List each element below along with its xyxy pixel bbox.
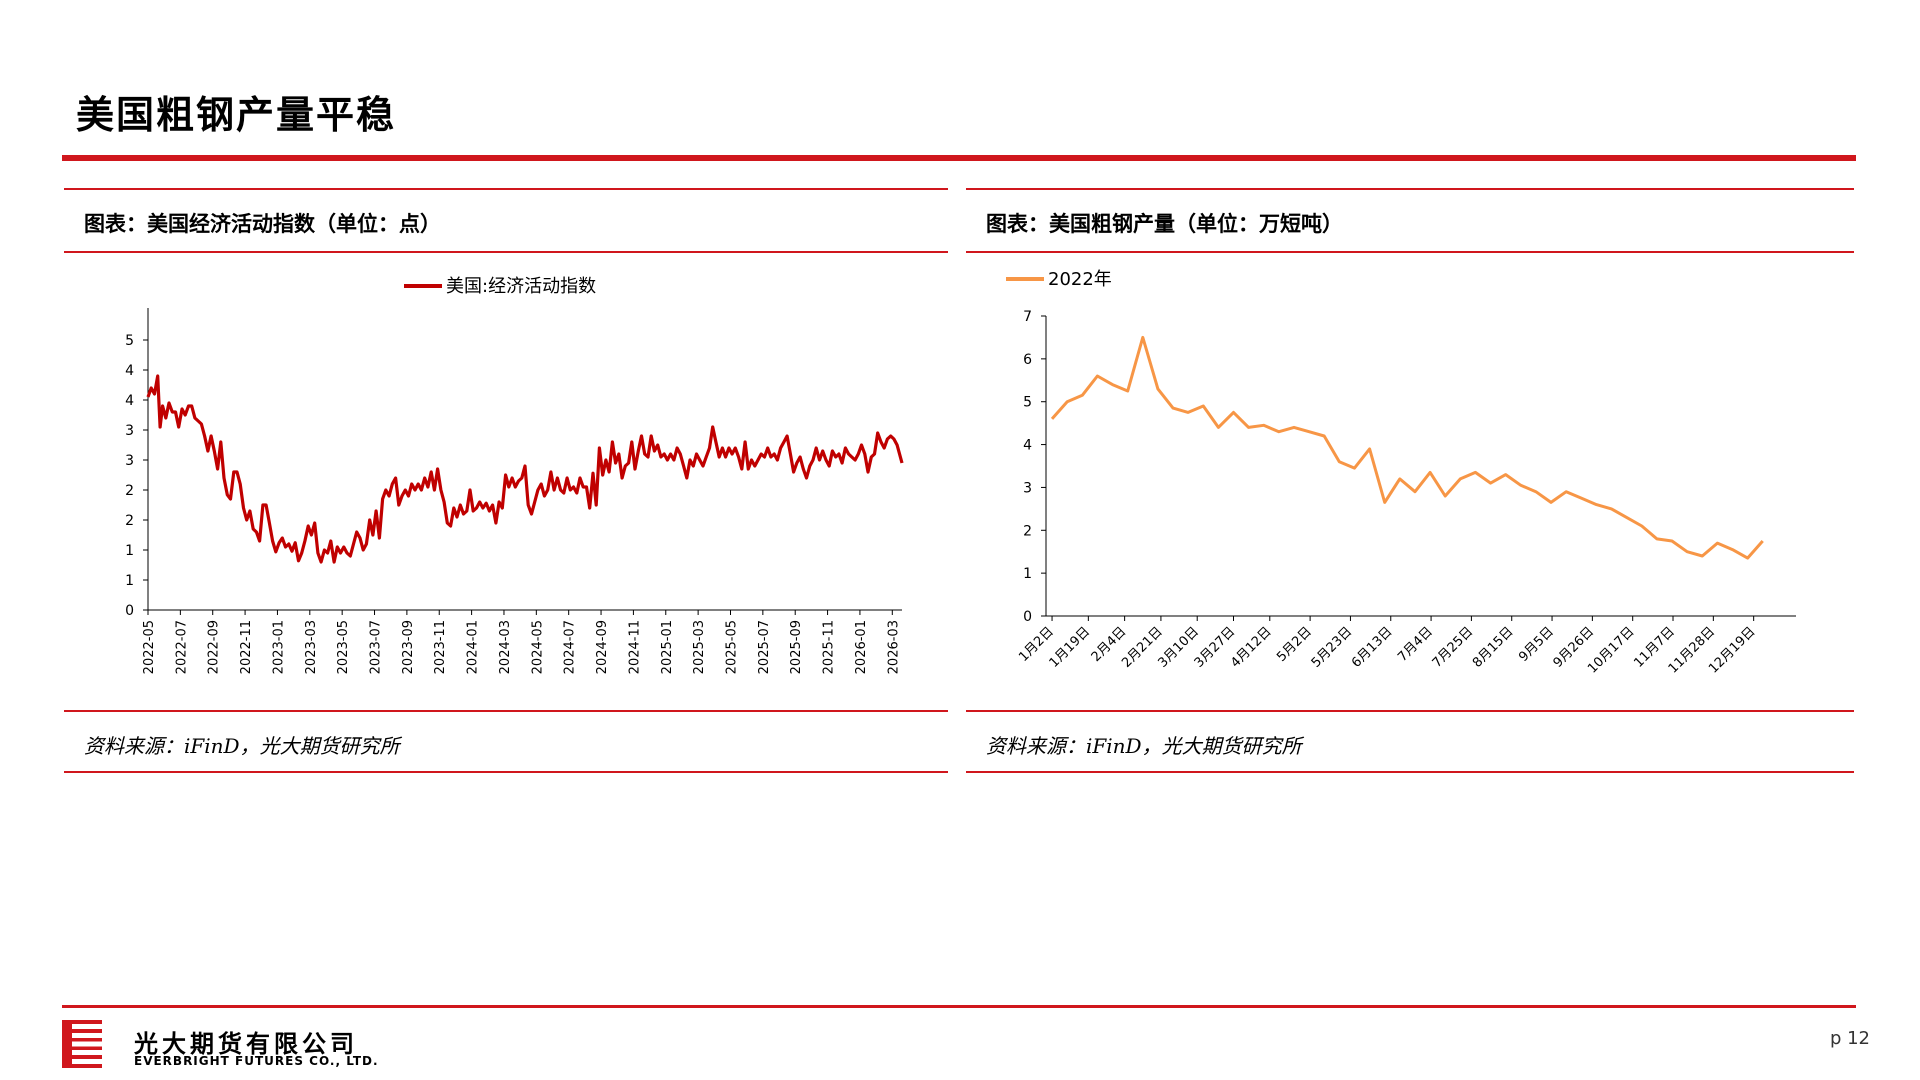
x-tick-label: 7月25日 [1430,624,1477,671]
panel-source-rule [64,710,948,712]
x-tick-label: 4月12日 [1228,624,1275,671]
x-tick-label: 2024-11 [627,620,642,674]
panel-header-rule [966,251,1854,253]
series-line-activity-index [146,374,904,564]
y-tick-label: 0 [125,603,134,619]
x-tick-label: 5月23日 [1309,624,1356,671]
x-tick-label: 2022-07 [174,620,189,674]
panel-title-steel: 图表：美国粗钢产量（单位：万短吨） [986,211,1343,236]
x-tick-label: 2022-09 [207,620,222,674]
y-tick-label: 5 [125,333,134,349]
x-tick-label: 8月15日 [1470,624,1517,671]
y-tick-label: 2 [125,483,134,499]
x-tick-label: 2023-11 [433,620,448,674]
y-tick-label: 7 [1023,309,1032,325]
x-tick-label: 2025-03 [692,620,707,674]
x-tick-label: 1月19日 [1047,624,1094,671]
panel-header-rule [64,251,948,253]
company-name-cn: 光大期货有限公司 [134,1030,358,1058]
y-tick-label: 1 [125,543,134,559]
x-tick-label: 2023-09 [401,620,416,674]
footer-rule [62,1005,1856,1008]
y-tick-label: 3 [125,423,134,439]
x-tick-label: 2023-01 [271,620,286,674]
chart-steel-output: 012345671月2日1月19日2月4日2月21日3月10日3月27日4月12… [1006,269,1796,677]
x-tick-label: 2023-07 [369,620,384,674]
x-tick-label: 2025-07 [757,620,772,674]
y-tick-label: 1 [125,573,134,589]
x-tick-label: 2023-03 [304,620,319,674]
panel-bottom-rule [64,771,948,773]
y-tick-label: 4 [125,393,134,409]
legend-label: 美国:经济活动指数 [446,276,596,297]
x-tick-label: 2024-05 [530,620,545,674]
panel-top-rule [966,188,1854,190]
source-note-steel: 资料来源：iFinD，光大期货研究所 [986,734,1302,758]
x-tick-label: 2025-11 [822,620,837,674]
x-tick-label: 2026-03 [886,620,901,674]
panel-source-rule [966,710,1854,712]
y-tick-label: 1 [1023,566,1032,582]
y-tick-label: 3 [1023,480,1032,496]
company-name-en: EVERBRIGHT FUTURES CO., LTD. [134,1054,379,1068]
x-tick-label: 2025-05 [724,620,739,674]
x-tick-label: 2022-05 [142,620,157,674]
y-tick-label: 0 [1023,609,1032,625]
page-title: 美国粗钢产量平稳 [76,92,397,137]
source-note-activity: 资料来源：iFinD，光大期货研究所 [84,734,400,758]
x-tick-label: 2024-09 [595,620,610,674]
legend-label: 2022年 [1048,269,1112,290]
y-tick-label: 4 [1023,438,1032,454]
series-line-2022 [1050,335,1764,560]
panel-bottom-rule [966,771,1854,773]
company-logo-icon [62,1020,114,1068]
title-rule [62,155,1856,161]
panel-top-rule [64,188,948,190]
x-tick-label: 6月13日 [1349,624,1396,671]
x-tick-label: 2025-09 [789,620,804,674]
x-tick-label: 2024-01 [466,620,481,674]
x-tick-label: 2022-11 [239,620,254,674]
page-number: p 12 [1829,1028,1870,1049]
chart-activity-index: 0 1 1 2 2 3 3 4 4 5 2022-05 2022-07 2022-09 2022-11 20… [125,276,904,674]
x-tick-label: 2025-01 [660,620,675,674]
x-tick-label: 2024-03 [498,620,513,674]
x-tick-label: 2026-01 [854,620,869,674]
y-tick-label: 4 [125,363,134,379]
y-tick-label: 2 [1023,523,1032,539]
y-tick-label: 5 [1023,395,1032,411]
panel-title-activity: 图表：美国经济活动指数（单位：点） [84,211,441,236]
y-tick-label: 3 [125,453,134,469]
x-tick-label: 2024-07 [563,620,578,674]
y-tick-label: 6 [1023,352,1032,368]
y-tick-label: 2 [125,513,134,529]
x-tick-label: 2023-05 [336,620,351,674]
